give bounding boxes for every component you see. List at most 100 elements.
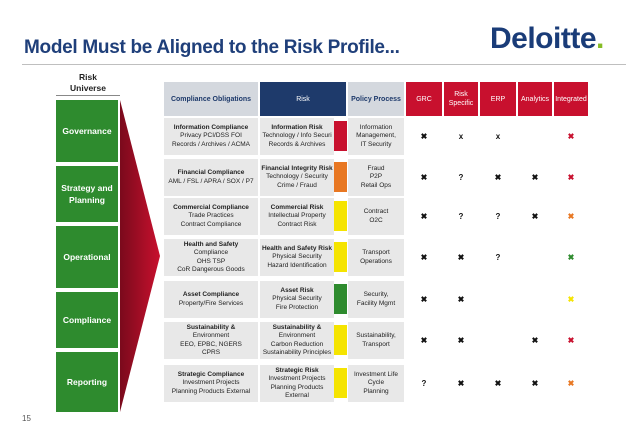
page-title: Model Must be Aligned to the Risk Profil… [24, 37, 400, 58]
header-analytics: Analytics [518, 82, 552, 116]
risk-rating-swatch [334, 368, 347, 398]
universe-item-compliance: Compliance [56, 292, 118, 348]
title-divider [22, 64, 626, 65]
risk-rating-swatch [334, 121, 347, 151]
risk-rating-swatch [334, 325, 347, 355]
risk-specific-mark: ✖ [457, 253, 465, 262]
risk-line: Hazard Identification [267, 261, 327, 269]
analytics-mark: ✖ [531, 379, 539, 388]
risk-cell: Asset Risk Physical Security Fire Protecti… [260, 281, 334, 318]
integrated-mark: ✖ [567, 336, 575, 345]
header-risk: Risk [260, 82, 346, 116]
grc-mark: ✖ [420, 212, 428, 221]
compliance-line: Health and Safety [183, 240, 239, 248]
compliance-line: Financial Compliance [177, 169, 245, 176]
integrated-mark: ✖ [567, 379, 575, 388]
policy-cell: Security, Facility Mgmt [348, 281, 404, 318]
compliance-line: Information Compliance [173, 123, 249, 131]
risk-rating-swatch [334, 201, 347, 231]
integrated-mark: ✖ [567, 295, 575, 304]
integrated-mark: ✖ [567, 132, 575, 141]
universe-item-operational: Operational [56, 226, 118, 288]
grc-mark: ✖ [420, 253, 428, 262]
erp-mark: ✖ [494, 379, 502, 388]
risk-line: Investment Projects [268, 375, 326, 382]
policy-line: Information [359, 123, 393, 131]
compliance-line: EEO, EPBC, NGERS [180, 340, 242, 348]
risk-universe-divider [56, 95, 120, 96]
header-risk-specific: Risk Specific [444, 82, 478, 116]
compliance-line: CPRS [201, 349, 221, 356]
risk-line: Health and Safety Risk [261, 244, 333, 252]
compliance-line: Trade Practices [188, 212, 234, 220]
policy-line: Sustainability, [356, 332, 396, 339]
analytics-mark: ✖ [531, 173, 539, 182]
risk-line: Asset Risk [280, 286, 314, 294]
risk-specific-mark: ? [458, 173, 464, 182]
grc-mark: ? [421, 379, 427, 388]
policy-cell: Contract O2C [348, 198, 404, 235]
risk-line: Contract Risk [277, 220, 317, 228]
compliance-line: Sustainability & [186, 323, 236, 331]
compliance-cell: Financial Compliance AML / FSL / APRA / S… [164, 159, 258, 196]
erp-mark [480, 322, 516, 359]
grc-mark: ✖ [420, 132, 428, 141]
risk-specific-mark: ✖ [457, 379, 465, 388]
compliance-line: Records / Archives / ACMA [171, 140, 251, 148]
policy-line: Management, [356, 132, 396, 140]
integrated-mark: ✖ [567, 212, 575, 221]
risk-line: Technology / Security [266, 173, 328, 181]
risk-cell: Information Risk Technology / Info Securi… [260, 118, 334, 155]
erp-mark: ? [495, 253, 501, 262]
compliance-cell: Strategic Compliance Investment Projects P… [164, 365, 258, 402]
compliance-line: Planning Products External [171, 387, 251, 395]
risk-cell: Financial Integrity Risk Technology / Sec… [260, 159, 334, 196]
integrated-mark: ✖ [567, 173, 575, 182]
policy-cell: Sustainability, Transport [348, 322, 404, 359]
compliance-line: Environment [192, 332, 230, 339]
header-integrated: Integrated [554, 82, 588, 116]
risk-line: Carbon Reduction [270, 340, 324, 348]
risk-line: Planning Products [270, 383, 324, 391]
risk-line: Strategic Risk [275, 366, 319, 374]
risk-line: Technology / Info Securi [262, 132, 332, 140]
compliance-line: Asset Compliance [182, 291, 240, 298]
policy-cell: Investment Life Cycle Planning [348, 365, 404, 402]
risk-line: Crime / Fraud [277, 181, 317, 189]
risk-line: Commercial Risk [270, 203, 324, 211]
policy-line: Transport [362, 340, 390, 348]
compliance-line: Privacy PCI/DSS FOI [180, 132, 242, 140]
risk-line: External [285, 392, 309, 399]
policy-line: Facility Mgmt [356, 299, 396, 307]
risk-line: Environment [278, 332, 316, 339]
analytics-mark [518, 239, 552, 276]
policy-line: Operations [360, 257, 392, 265]
risk-rating-swatch [334, 162, 347, 192]
compliance-cell: Information Compliance Privacy PCI/DSS FO… [164, 118, 258, 155]
policy-line: O2C [369, 216, 383, 224]
header-compliance-obligations: Compliance Obligations [164, 82, 258, 116]
policy-cell: Information Management, IT Security [348, 118, 404, 155]
risk-line: Information Risk [271, 123, 323, 131]
analytics-mark [518, 118, 552, 155]
logo-text: Deloitte [490, 22, 597, 55]
policy-line: Planning [363, 387, 389, 395]
policy-line: P2P [369, 173, 383, 181]
universe-item-reporting: Reporting [56, 352, 118, 412]
header-erp: ERP [480, 82, 516, 116]
risk-line: Fire Protection [275, 303, 319, 311]
risk-line: Physical Security [272, 253, 322, 261]
risk-rating-swatch [334, 284, 347, 314]
risk-line: Physical Security [272, 295, 322, 303]
risk-universe-label-line1: Risk [79, 72, 97, 82]
erp-mark: ? [495, 212, 501, 221]
compliance-line: Commercial Compliance [173, 203, 249, 211]
risk-cell: Sustainability & Environment Carbon Reduct… [260, 322, 334, 359]
analytics-mark: ✖ [531, 212, 539, 221]
compliance-cell: Asset Compliance Property/Fire Services [164, 281, 258, 318]
compliance-line: Contract Compliance [180, 220, 242, 228]
risk-cell: Strategic Risk Investment Projects Plannin… [260, 365, 334, 402]
compliance-cell: Commercial Compliance Trade Practices Cont… [164, 198, 258, 235]
grc-mark: ✖ [420, 173, 428, 182]
erp-mark: x [495, 132, 501, 141]
